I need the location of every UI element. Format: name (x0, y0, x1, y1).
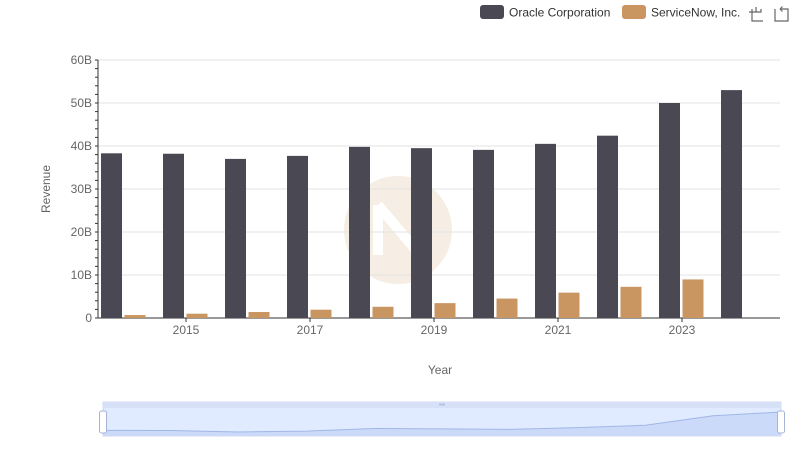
x-tick-label: 2019 (421, 323, 448, 337)
bar-oracle-2021[interactable] (535, 143, 556, 318)
legend-swatch (622, 5, 646, 19)
bar-oracle-2015[interactable] (163, 153, 184, 318)
bars-group (101, 90, 742, 318)
legend-item-oracle[interactable]: Oracle Corporation (480, 5, 610, 20)
bar-servicenow-2019[interactable] (434, 303, 456, 318)
toolbox (748, 6, 789, 22)
x-tick-labels: 2015 2017 2019 2021 2023 (173, 318, 696, 337)
zoom-handle-right[interactable] (777, 410, 785, 434)
x-tick-label: 2015 (173, 323, 200, 337)
legend-label: ServiceNow, Inc. (651, 6, 740, 20)
x-tick-label: 2023 (669, 323, 696, 337)
bar-servicenow-2020[interactable] (496, 298, 518, 318)
bar-servicenow-2022[interactable] (620, 286, 642, 318)
y-tick-label: 60B (71, 53, 92, 67)
zoom-select-icon[interactable] (748, 6, 764, 22)
legend: Oracle Corporation ServiceNow, Inc. (480, 5, 740, 20)
bar-servicenow-2014[interactable] (124, 315, 146, 318)
y-tick-label: 10B (71, 268, 92, 282)
bar-oracle-2019[interactable] (411, 148, 432, 318)
y-tick-label: 30B (71, 182, 92, 196)
legend-item-servicenow[interactable]: ServiceNow, Inc. (622, 5, 740, 20)
bar-servicenow-2021[interactable] (558, 292, 580, 318)
bar-oracle-2017[interactable] (287, 155, 308, 318)
y-tick-label: 0 (85, 311, 92, 325)
bar-servicenow-2016[interactable] (248, 312, 270, 318)
bar-servicenow-2018[interactable] (372, 306, 394, 318)
bar-servicenow-2015[interactable] (186, 313, 208, 318)
legend-swatch (480, 5, 504, 19)
zoom-grip-icon (439, 403, 445, 406)
bar-oracle-2022[interactable] (597, 135, 618, 318)
y-tick-label: 40B (71, 139, 92, 153)
bar-oracle-2018[interactable] (349, 146, 370, 318)
data-zoom-slider[interactable] (99, 401, 785, 437)
bar-oracle-2014[interactable] (101, 153, 122, 318)
legend-label: Oracle Corporation (509, 6, 610, 20)
bar-servicenow-2017[interactable] (310, 309, 332, 318)
bar-oracle-2020[interactable] (473, 149, 494, 318)
bar-oracle-2016[interactable] (225, 158, 246, 318)
y-tick-labels: 0 10B 20B 30B 40B 50B 60B (71, 53, 93, 325)
restore-icon[interactable] (773, 6, 789, 22)
zoom-handle-left[interactable] (99, 410, 107, 434)
x-axis-label: Year (428, 363, 452, 377)
y-axis-label: Revenue (39, 165, 53, 213)
zoom-preview-line (102, 411, 782, 433)
bar-oracle-2024[interactable] (721, 90, 742, 318)
bar-oracle-2023[interactable] (659, 103, 680, 318)
y-tick-label: 20B (71, 225, 92, 239)
zoom-preview-area (103, 412, 781, 436)
x-tick-label: 2017 (297, 323, 324, 337)
bar-servicenow-2023[interactable] (682, 279, 704, 318)
y-tick-label: 50B (71, 96, 92, 110)
x-tick-label: 2021 (545, 323, 572, 337)
